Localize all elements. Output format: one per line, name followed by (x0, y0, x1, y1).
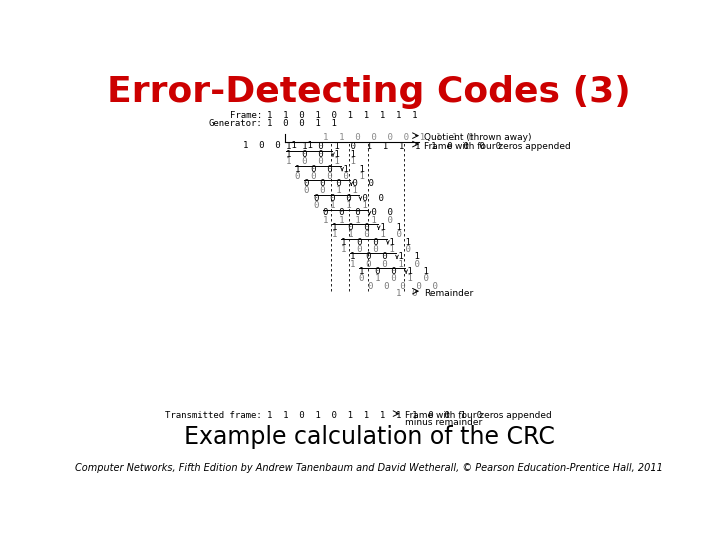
Text: 1  0  0  1  1: 1 0 0 1 1 (286, 150, 356, 159)
Text: Example calculation of the CRC: Example calculation of the CRC (184, 425, 554, 449)
Text: 1  0  0  1  1: 1 0 0 1 1 (341, 238, 411, 247)
Text: Quotient (thrown away): Quotient (thrown away) (424, 133, 532, 143)
Text: 1  0  0  1  0: 1 0 0 1 0 (350, 260, 420, 268)
Text: 1  0  0  1  0: 1 0 0 1 0 (341, 245, 411, 254)
Text: 0  0  0  0  0: 0 0 0 0 0 (323, 208, 392, 218)
Text: Frame with four zeros appended: Frame with four zeros appended (424, 142, 571, 151)
Text: 1  1  0  1  0  1  1  1  1  1: 1 1 0 1 0 1 1 1 1 1 (266, 111, 417, 120)
Text: 1  1  1  1  0: 1 1 1 1 0 (323, 215, 392, 225)
Text: 0  0  0  0  0: 0 0 0 0 0 (305, 179, 374, 188)
Text: 1  0  0  1  1: 1 0 0 1 1 (295, 165, 365, 173)
Text: 1  1  0  1  0  1  1  1  1  1  0  0  1  0: 1 1 0 1 0 1 1 1 1 1 0 0 1 0 (266, 411, 482, 420)
Text: 1  0  0  1  1: 1 0 0 1 1 (332, 223, 402, 232)
Text: Remainder: Remainder (424, 289, 474, 298)
Text: 1  0  0  1  1: 1 0 0 1 1 (350, 252, 420, 261)
Text: 1  0  0  1  1: 1 0 0 1 1 (266, 119, 336, 127)
Text: 0  0  0  0  0: 0 0 0 0 0 (369, 281, 438, 291)
Text: Frame with four zeros appended: Frame with four zeros appended (405, 411, 552, 420)
Text: Frame:: Frame: (230, 111, 262, 120)
Text: 1  0  0  1  1: 1 0 0 1 1 (243, 141, 313, 150)
Text: Generator:: Generator: (208, 119, 262, 127)
Text: minus remainder: minus remainder (405, 418, 482, 427)
Text: 0  0  1  1: 0 0 1 1 (305, 186, 358, 195)
Text: 0  0  0  0  0: 0 0 0 0 0 (313, 194, 383, 203)
Text: 1  0  0  1  1: 1 0 0 1 1 (359, 267, 429, 276)
Text: 1  0  0  1  1: 1 0 0 1 1 (286, 157, 356, 166)
Text: Transmitted frame:: Transmitted frame: (166, 411, 262, 420)
Text: Error-Detecting Codes (3): Error-Detecting Codes (3) (107, 75, 631, 109)
Text: 0  1  0  1  0: 0 1 0 1 0 (359, 274, 429, 284)
Text: 1  1  0  0  0  0  1  1  1  0: 1 1 0 0 0 0 1 1 1 0 (323, 133, 473, 143)
Text: Computer Networks, Fifth Edition by Andrew Tanenbaum and David Wetherall, © Pear: Computer Networks, Fifth Edition by Andr… (75, 463, 663, 473)
Text: 0  0  0  0  1: 0 0 0 0 1 (295, 172, 365, 181)
Text: 1  1  0  1  0: 1 1 0 1 0 (332, 231, 402, 239)
Text: 1  0: 1 0 (396, 289, 418, 298)
Text: 1  1  0  1  0  1  1  1  1  1  0  0  0  0: 1 1 0 1 0 1 1 1 1 1 0 0 0 0 (286, 142, 501, 151)
Text: 0  1  1  1: 0 1 1 1 (313, 201, 367, 210)
